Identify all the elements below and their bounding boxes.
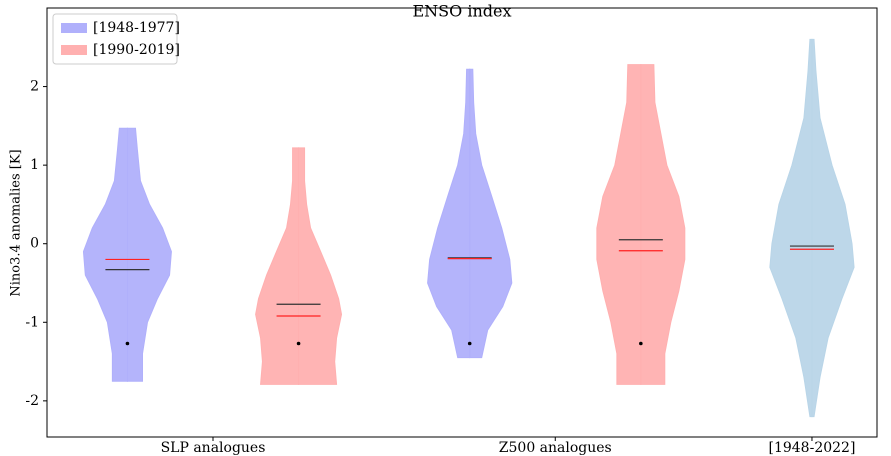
violin-body bbox=[126, 127, 172, 382]
violin-body bbox=[427, 68, 471, 359]
marker-dot bbox=[125, 341, 130, 346]
y-tick-label: 0 bbox=[30, 236, 39, 252]
violin-body bbox=[82, 127, 128, 382]
y-tick-label: -2 bbox=[25, 393, 39, 409]
legend-label: [1948-1977] bbox=[93, 20, 180, 36]
x-tick-label: Z500 analogues bbox=[499, 440, 612, 456]
chart-title: ENSO index bbox=[413, 2, 512, 21]
plot-frame bbox=[46, 7, 878, 438]
y-tick-label: -1 bbox=[25, 314, 39, 330]
x-tick-label: [1948-2022] bbox=[769, 440, 856, 456]
violin-body bbox=[298, 147, 343, 385]
marker-dot bbox=[639, 341, 643, 346]
marker-dot bbox=[467, 341, 472, 346]
violin-body bbox=[640, 64, 686, 385]
legend-swatch bbox=[61, 23, 87, 33]
y-axis-label: Nino3.4 anomalies [K] bbox=[9, 149, 24, 296]
legend-swatch bbox=[61, 45, 87, 55]
violin-body bbox=[769, 38, 813, 418]
marker-dot bbox=[296, 341, 301, 346]
violin-body bbox=[811, 38, 855, 418]
y-tick-label: 2 bbox=[30, 79, 39, 95]
x-tick-label: SLP analogues bbox=[161, 440, 266, 456]
violin-body bbox=[596, 64, 642, 385]
violin-body bbox=[469, 68, 513, 359]
violin-body bbox=[255, 147, 300, 385]
y-tick-label: 1 bbox=[30, 157, 39, 173]
legend-label: [1990-2019] bbox=[93, 42, 180, 58]
